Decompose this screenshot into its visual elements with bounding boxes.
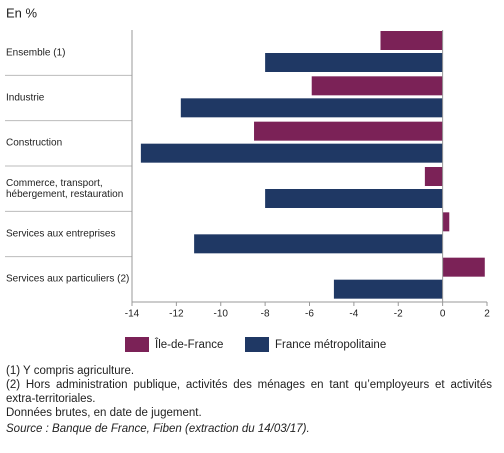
x-tick-label: -14 [125,309,140,320]
category-label: Industrie [6,92,45,104]
bar [140,143,443,163]
x-tick-label: -4 [349,309,358,320]
bar [265,53,443,72]
bar [311,76,443,96]
category-label: Commerce, transport, hébergement, restau… [6,177,124,200]
footnote: (2) Hors administration publique, activi… [6,379,492,405]
category-label: Services aux particuliers (2) [6,273,130,285]
bar [265,189,443,208]
bar [254,121,443,141]
x-tick-label: -8 [261,309,270,320]
x-tick-label: -6 [305,309,314,320]
x-tick-label: 0 [440,309,446,320]
category-label: Construction [6,137,63,149]
bar [424,167,443,186]
legend-swatch [125,337,149,352]
footnote: Données brutes, en date de jugement. [6,407,202,419]
unit-label: En % [6,5,38,20]
category-label: Ensemble (1) [6,47,66,59]
x-tick-label: -12 [169,309,184,320]
bar [194,234,443,254]
x-tick-label: 2 [484,309,490,320]
bar [333,279,443,299]
legend-label: Île-de-France [154,338,223,351]
legend-label: France métropolitaine [275,339,386,351]
bar [442,212,450,232]
bar [180,98,443,118]
x-tick-label: -2 [394,309,403,320]
source: Source : Banque de France, Fiben (extrac… [6,423,310,435]
bar [380,31,443,50]
footnote: (1) Y compris agriculture. [6,365,135,377]
x-tick-label: -10 [214,309,229,320]
legend-swatch [245,337,269,352]
category-label: Services aux entreprises [6,228,116,240]
bar [442,257,485,277]
